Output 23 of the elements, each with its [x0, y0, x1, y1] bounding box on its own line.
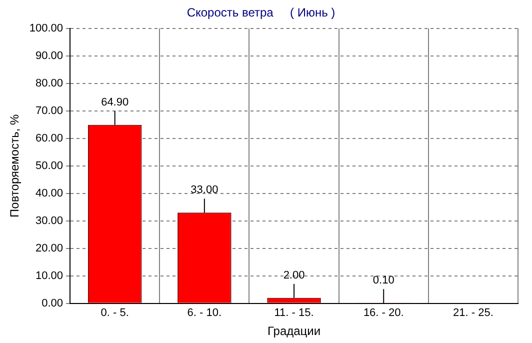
y-tick-label: 10.00 — [36, 270, 64, 282]
x-tick-label: 11. - 15. — [274, 307, 314, 320]
chart-title: Скорость ветра ( Июнь ) — [186, 6, 336, 20]
y-tick-label: 60.00 — [36, 132, 64, 144]
x-tick-label: 0. - 5. — [100, 307, 129, 320]
y-tick-label: 80.00 — [36, 77, 64, 90]
x-tick-label: 6. - 10. — [187, 307, 222, 320]
y-tick-label: 30.00 — [36, 214, 64, 227]
x-tick-label: 16. - 20. — [363, 307, 404, 320]
y-tick-label: 50.00 — [36, 160, 64, 172]
data-label: 33.00 — [190, 184, 218, 196]
x-axis-title: Градации — [267, 324, 321, 338]
data-label: 2.00 — [283, 269, 305, 282]
data-label: 64.90 — [101, 96, 129, 108]
x-tick-label: 21. - 25. — [453, 307, 494, 320]
y-tick-label: 90.00 — [36, 50, 64, 62]
y-tick-label: 70.00 — [36, 104, 64, 117]
y-axis-title: Повторяемость, % — [8, 114, 22, 218]
y-tick-label: 40.00 — [36, 187, 64, 200]
y-tick-label: 0.00 — [42, 297, 64, 310]
y-tick-label: 20.00 — [36, 242, 64, 254]
data-label: 0.10 — [372, 274, 394, 287]
y-tick-label: 100.00 — [29, 22, 64, 34]
